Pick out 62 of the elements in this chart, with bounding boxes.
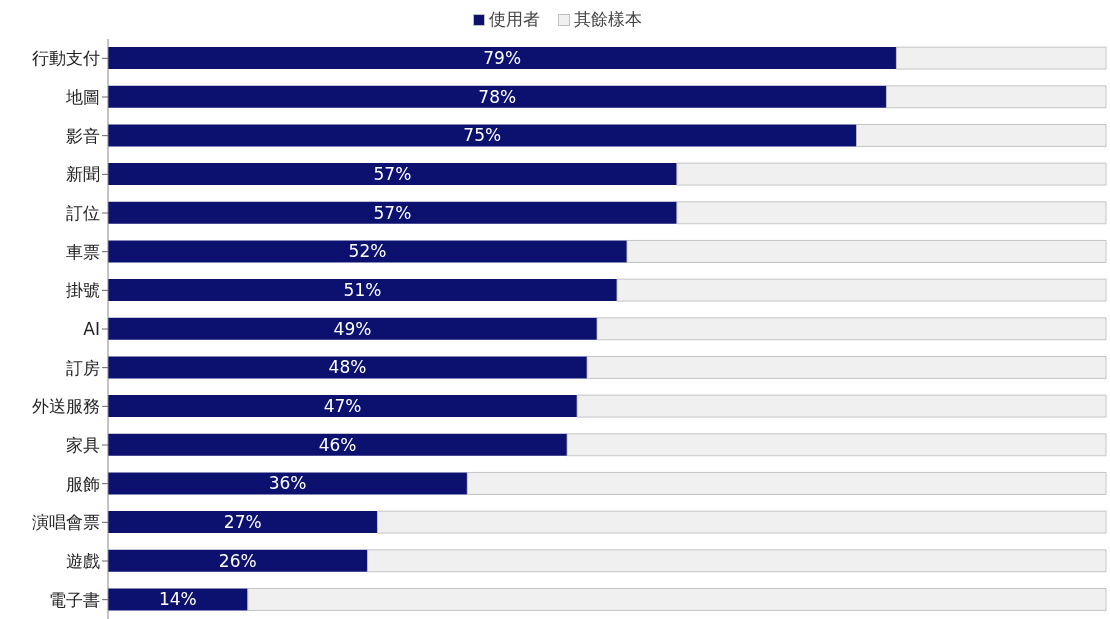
bar: [576, 394, 1107, 418]
y-tick-label: 電子書: [49, 589, 100, 610]
data-label: 26%: [218, 550, 257, 571]
data-label: 57%: [373, 202, 412, 223]
y-tick-label: 新聞: [66, 164, 100, 185]
y-tick-label: 訂房: [66, 357, 100, 378]
legend-label: 其餘樣本: [573, 8, 642, 31]
bar: [676, 162, 1107, 186]
bar: [896, 46, 1107, 70]
bar: [108, 85, 887, 108]
bar: [377, 510, 1107, 534]
bar: [108, 356, 588, 379]
bar: [247, 588, 1107, 611]
y-tick-label: 掛號: [66, 280, 100, 301]
data-label: 79%: [483, 48, 522, 69]
y-tick-label: 車票: [66, 241, 100, 262]
y-tick-label: 影音: [66, 125, 100, 146]
bar: [108, 511, 378, 534]
y-tick-label: 遊戲: [66, 551, 100, 572]
bar: [108, 240, 627, 263]
bar: [566, 433, 1107, 457]
bar: [626, 240, 1107, 263]
y-tick-label: 服飾: [66, 473, 100, 494]
y-tick-label: 外送服務: [32, 396, 100, 417]
bar: [676, 201, 1107, 225]
data-label: 75%: [463, 125, 502, 146]
bar: [596, 317, 1107, 341]
bar: [108, 433, 568, 456]
data-label: 51%: [343, 280, 382, 301]
y-tick-label: 行動支付: [32, 48, 100, 69]
data-label: 52%: [348, 241, 387, 262]
y-tick-label: 地圖: [65, 87, 100, 108]
legend-label: 使用者: [488, 8, 540, 31]
data-label: 14%: [158, 589, 197, 610]
bar: [108, 395, 578, 418]
data-label: 48%: [328, 357, 367, 378]
bar: [108, 317, 598, 340]
y-tick-label: 演唱會票: [32, 512, 100, 533]
data-label: 78%: [478, 86, 517, 107]
data-label: 49%: [333, 318, 372, 339]
bar: [367, 549, 1107, 573]
bar: [466, 472, 1107, 495]
bar: [586, 356, 1107, 379]
bar: [108, 124, 857, 147]
data-label: 36%: [268, 473, 307, 494]
data-label: 47%: [323, 396, 362, 417]
bar: [108, 472, 468, 495]
bar: [108, 588, 248, 611]
data-label: 46%: [318, 434, 357, 455]
data-label: 27%: [223, 512, 262, 533]
bar: [108, 201, 677, 224]
bar: [886, 85, 1107, 109]
bar: [616, 278, 1107, 302]
y-tick-label: 訂位: [66, 203, 100, 224]
bar: [856, 124, 1107, 147]
data-label: 57%: [373, 164, 412, 185]
bar: [108, 47, 897, 70]
bar: [108, 163, 677, 186]
y-tick-label: 家具: [66, 435, 100, 456]
bar: [108, 549, 368, 572]
bar: [108, 279, 617, 302]
y-tick-label: AI: [83, 319, 100, 340]
